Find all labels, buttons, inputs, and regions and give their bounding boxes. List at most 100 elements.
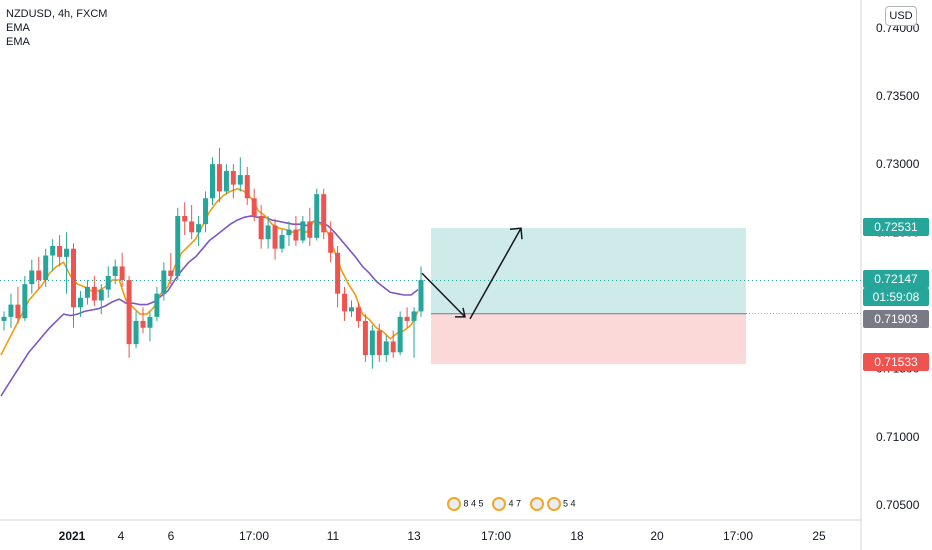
candle-body	[203, 198, 208, 224]
candle-body	[127, 280, 132, 344]
candle-body	[161, 271, 166, 294]
candle-body	[419, 280, 424, 311]
candle-body	[224, 171, 229, 191]
candle-body	[57, 246, 62, 257]
price-tick-label: 0.73000	[876, 157, 920, 171]
time-tick-label: 13	[407, 529, 421, 543]
candle-body	[99, 290, 104, 301]
candle-body	[15, 305, 20, 319]
candle-body	[384, 341, 389, 355]
target-zone	[431, 228, 746, 314]
economic-event-3[interactable]: 5 4	[530, 497, 576, 517]
candle-body	[238, 175, 243, 185]
ema-indicator-2[interactable]: EMA	[6, 35, 107, 49]
ema-fast-line	[1, 189, 418, 355]
symbol-title[interactable]: NZDUSD, 4h, FXCM	[6, 7, 107, 21]
candle-body	[50, 246, 55, 256]
time-tick-label: 17:00	[239, 529, 269, 543]
candle-body	[398, 317, 403, 352]
chart-legend: NZDUSD, 4h, FXCM EMA EMA	[6, 7, 107, 49]
price-tick-label: 0.70500	[876, 498, 920, 512]
candle-body	[22, 284, 27, 318]
flag-icon	[530, 497, 544, 511]
candle-body	[92, 287, 97, 301]
candle-body	[412, 311, 417, 321]
candle-body	[300, 221, 305, 240]
time-tick-label: 4	[118, 529, 125, 543]
stop-price-badge: 0.71533	[863, 353, 929, 371]
target-price-badge: 0.72531	[863, 218, 929, 236]
event-count: 4 7	[509, 498, 522, 508]
candle-body	[245, 175, 250, 198]
candle-body	[391, 341, 396, 352]
candle-body	[280, 235, 285, 249]
candle-body	[43, 256, 48, 281]
economic-event-2[interactable]: 4 7	[492, 497, 521, 517]
time-tick-label: 18	[570, 529, 584, 543]
time-tick-label: 20	[650, 529, 664, 543]
event-count: 5 4	[563, 498, 576, 508]
ema-indicator-1[interactable]: EMA	[6, 21, 107, 35]
candle-body	[349, 307, 354, 311]
candle-body	[2, 317, 7, 321]
stop-zone	[431, 314, 746, 364]
candle-body	[321, 194, 326, 232]
candle-body	[266, 226, 271, 240]
current-price-badge: 0.72147	[863, 270, 929, 288]
candle-body	[356, 307, 361, 321]
candle-body	[377, 330, 382, 355]
time-tick-label: 11	[327, 529, 340, 543]
price-tick-label: 0.71000	[876, 430, 920, 444]
candles	[2, 148, 424, 369]
flag-icon	[447, 497, 461, 511]
candle-body	[307, 221, 312, 237]
candle-body	[273, 226, 278, 249]
event-count: 8 4 5	[464, 498, 484, 508]
candle-body	[328, 232, 333, 252]
candle-body	[370, 330, 375, 355]
candle-body	[314, 194, 319, 238]
currency-button[interactable]: USD	[885, 6, 917, 26]
candle-body	[210, 164, 215, 198]
candle-body	[141, 321, 146, 328]
candle-body	[405, 317, 410, 321]
candle-body	[168, 271, 173, 276]
candle-body	[78, 298, 83, 308]
ema-slow-line	[1, 216, 418, 396]
candle-body	[231, 171, 236, 185]
candle-body	[134, 321, 139, 344]
candle-body	[335, 253, 340, 294]
time-tick-label: 17:00	[723, 529, 753, 543]
candle-body	[71, 249, 76, 308]
time-tick-label: 6	[168, 529, 175, 543]
candle-body	[8, 305, 13, 317]
candle-body	[106, 276, 111, 290]
candle-body	[293, 230, 298, 241]
candle-body	[259, 216, 264, 239]
candle-body	[29, 271, 34, 285]
countdown-badge: 01:59:08	[863, 288, 929, 306]
candle-body	[286, 230, 291, 235]
time-axis[interactable]: 2021 4 6 17:00 11 13 17:00 18 20 17:00 25	[0, 520, 861, 543]
candle-body	[182, 216, 187, 221]
candle-body	[85, 287, 90, 298]
time-tick-label: 17:00	[481, 529, 511, 543]
ema-lines	[1, 189, 418, 396]
candle-body	[342, 294, 347, 312]
candle-body	[217, 164, 222, 191]
candle-body	[113, 266, 118, 276]
flag-icon	[492, 497, 506, 511]
candle-body	[64, 249, 69, 257]
time-tick-label: 2021	[59, 529, 86, 543]
time-tick-label: 25	[812, 529, 826, 543]
flag-icon	[547, 497, 561, 511]
candle-body	[252, 198, 257, 216]
candle-body	[363, 321, 368, 355]
candle-body	[175, 216, 180, 276]
candle-body	[196, 224, 201, 232]
entry-price-badge: 0.71903	[863, 310, 929, 328]
candle-body	[36, 271, 41, 281]
price-tick-label: 0.73500	[876, 89, 920, 103]
economic-event-1[interactable]: 8 4 5	[447, 497, 484, 517]
